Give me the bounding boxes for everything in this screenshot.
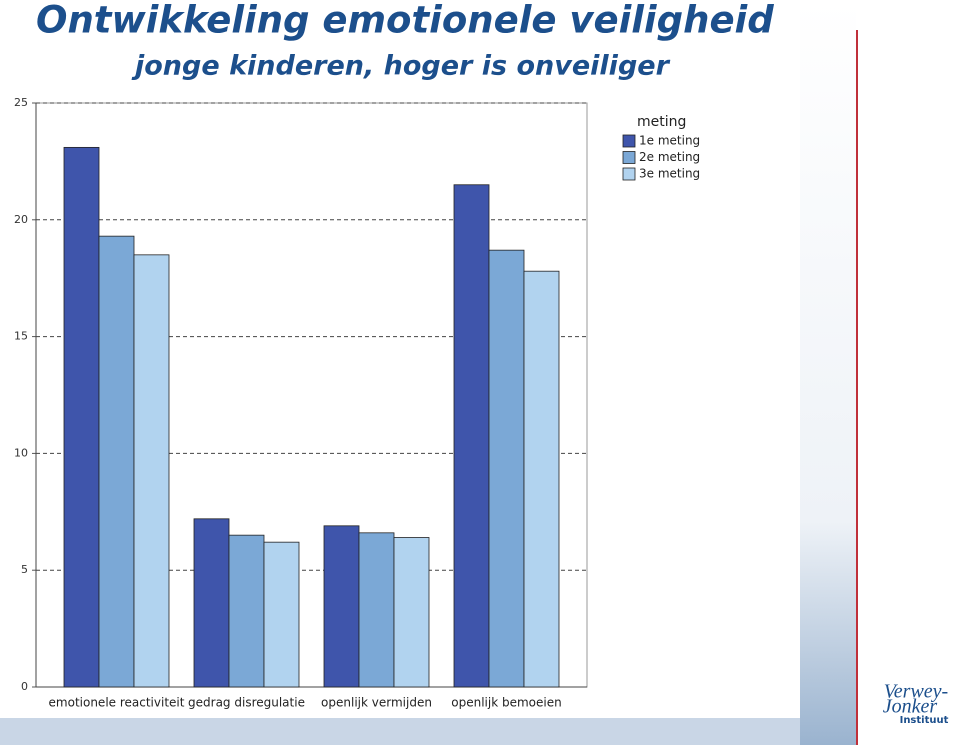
bar <box>228 534 265 688</box>
legend-label: 2e meting <box>639 150 700 164</box>
bar <box>63 146 100 688</box>
y-tick-label: 20 <box>14 213 28 226</box>
bar <box>98 235 135 688</box>
logo-text: Jonker <box>883 696 938 718</box>
decoration <box>0 718 800 745</box>
bar <box>393 537 430 688</box>
x-tick-label: openlijk bemoeien <box>451 696 561 710</box>
bar <box>453 184 490 688</box>
legend-swatch <box>622 167 636 181</box>
y-tick-label: 15 <box>14 330 28 343</box>
legend-title: meting <box>637 114 686 130</box>
legend-label: 3e meting <box>639 167 700 181</box>
y-tick-label: 10 <box>14 446 28 459</box>
legend-swatch <box>622 134 636 148</box>
y-tick-label: 5 <box>21 563 28 576</box>
bar <box>193 518 230 688</box>
chart-title: Ontwikkeling emotionele veiligheid <box>36 0 774 42</box>
x-tick-label: emotionele reactiviteit <box>49 696 185 710</box>
x-tick-label: gedrag disregulatie <box>188 696 305 710</box>
bar <box>488 249 525 688</box>
decoration <box>800 0 856 745</box>
bar <box>263 541 300 688</box>
bar <box>133 254 170 688</box>
x-tick-label: openlijk vermijden <box>321 696 432 710</box>
legend-label: 1e meting <box>639 134 700 148</box>
chart-subtitle: jonge kinderen, hoger is onveiliger <box>131 51 671 82</box>
bar <box>523 270 560 688</box>
bar <box>323 525 360 688</box>
logo-text: Instituut <box>900 715 949 726</box>
bar <box>358 532 395 688</box>
y-tick-label: 0 <box>21 680 28 693</box>
legend-swatch <box>622 151 636 164</box>
logo-text: Verwey- <box>884 681 948 703</box>
y-tick-label: 25 <box>14 96 28 109</box>
